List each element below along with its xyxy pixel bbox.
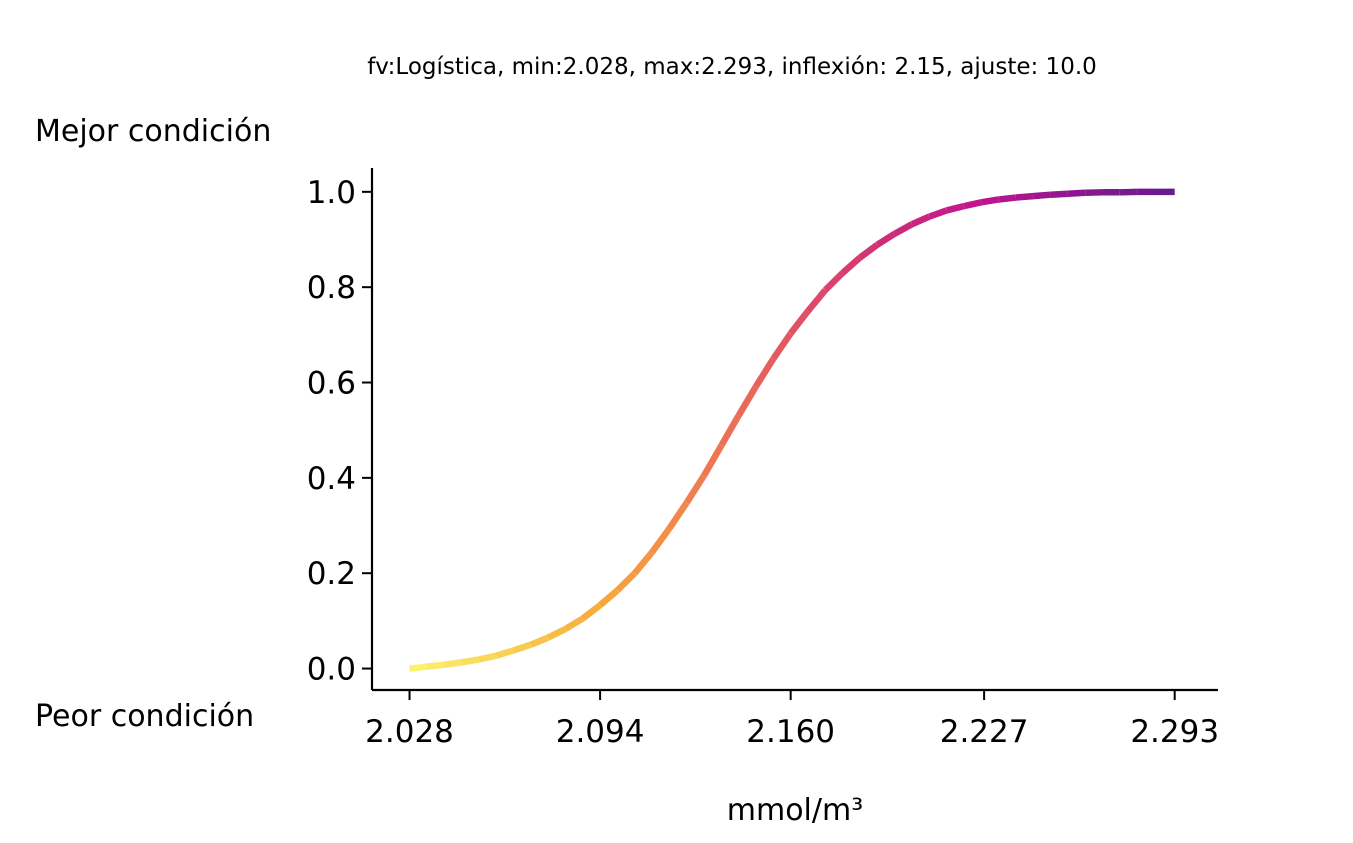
curve-segment [1015,192,1034,201]
x-axis-ticks: 2.028 2.094 2.160 2.227 2.293 [365,690,1219,750]
x-tick-label: 2.293 [1130,714,1219,750]
curve-segment [1032,191,1051,200]
curve-segment [478,652,497,663]
worst-condition-label: Peor condición [35,699,254,734]
curve-segment [928,207,948,220]
curve-segment [980,196,1000,206]
x-tick-label: 2.160 [746,714,835,750]
best-condition-label: Mejor condición [35,114,271,149]
chart-title: fv:Logística, min:2.028, max:2.293, infl… [367,54,1097,80]
curve-segment [426,661,445,670]
curve-segment [963,199,982,210]
curve-segment [529,634,550,648]
curve-segment [945,202,965,214]
curve-segment [840,255,863,276]
logistic-curve [409,188,1175,672]
curve-segment [597,587,620,608]
curve-segment [858,242,880,261]
curve-segment [735,384,759,418]
curve-segment [770,331,794,361]
y-tick-label: 0.0 [307,652,356,688]
curve-segment [632,550,655,576]
x-tick-label: 2.227 [940,714,1029,750]
curve-segment [683,473,707,505]
y-tick-label: 0.6 [307,366,356,402]
y-tick-label: 0.4 [307,461,356,497]
curve-segment [805,287,828,314]
curve-segment [718,413,742,448]
curve-segment [615,570,638,593]
curve-segment [910,213,931,228]
curve-segment [1067,189,1086,197]
curve-segment [546,626,567,641]
curve-segment [580,602,603,622]
curve-segment [1050,190,1069,198]
curve-segment [563,615,585,632]
curve-segment [701,443,725,478]
curve-segment [875,231,897,248]
y-axis-ticks: 0.0 0.2 0.4 0.6 0.8 1.0 [307,175,372,688]
curve-segment [460,656,480,666]
curve-segment [893,221,914,237]
x-axis-label: mmol/m³ [727,793,864,828]
curve-segment [512,641,532,654]
y-tick-label: 1.0 [307,175,356,211]
curve-segment [443,659,462,668]
axes [370,168,1218,692]
curve-segment [998,194,1017,203]
curve-segment [823,270,845,293]
x-tick-label: 2.028 [365,714,454,750]
y-tick-label: 0.8 [307,270,356,306]
y-tick-label: 0.2 [307,556,356,592]
curve-segment [495,647,515,659]
curve-segment [649,526,673,555]
curve-segment [666,500,690,531]
curve-segment [788,309,811,336]
x-tick-label: 2.094 [556,714,645,750]
curve-segment [753,356,777,389]
curve-segment [409,663,428,672]
